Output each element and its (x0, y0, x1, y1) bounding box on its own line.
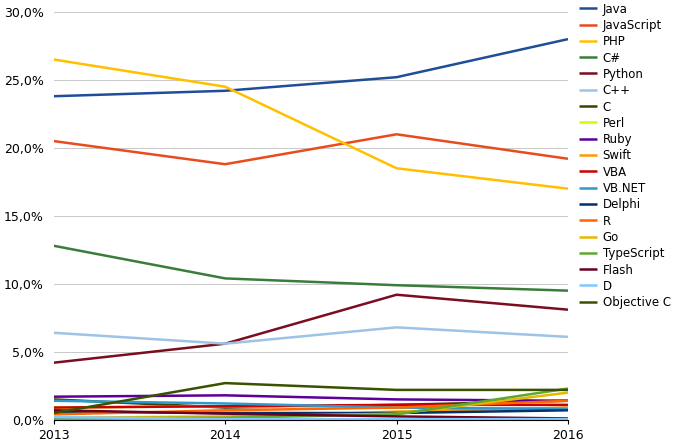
Legend: Java, JavaScript, PHP, C#, Python, C++, C, Perl, Ruby, Swift, VBA, VB.NET, Delph: Java, JavaScript, PHP, C#, Python, C++, … (579, 3, 671, 309)
